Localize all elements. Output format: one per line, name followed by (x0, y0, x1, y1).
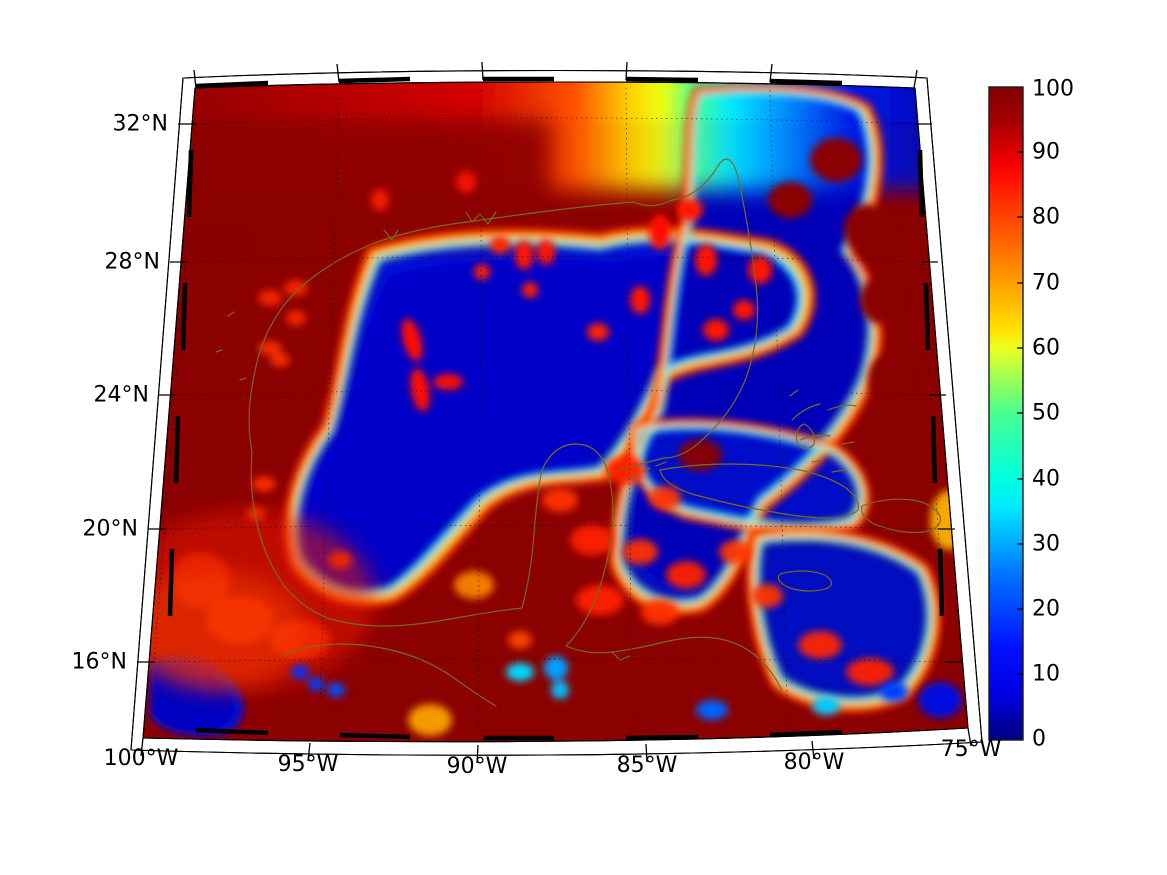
lon-tick-label-95w: 95°W (277, 752, 339, 777)
colorbar-label-10: 10 (1032, 661, 1060, 687)
colorbar-label-90: 90 (1032, 139, 1060, 165)
colorbar-label-0: 0 (1032, 726, 1046, 752)
colorbar-label-20: 20 (1032, 596, 1060, 622)
lon-tick-label-85w: 85°W (616, 753, 678, 778)
lat-tick-label-24n: 24°N (93, 382, 149, 408)
lon-tick-label-75w: 75°W (940, 737, 1002, 762)
colorbar-label-100: 100 (1032, 76, 1074, 102)
lat-tick-label-20n: 20°N (82, 516, 138, 542)
colorbar-label-50: 50 (1032, 400, 1060, 426)
map-frame (130, 61, 983, 764)
colorbar-label-80: 80 (1032, 204, 1060, 230)
graticule (153, 87, 947, 739)
colorbar-label-60: 60 (1032, 335, 1060, 361)
colorbar[interactable] (988, 86, 1024, 741)
lat-tick-label-28n: 28°N (104, 249, 160, 275)
coastline-overlay (215, 158, 941, 707)
colorbar-label-70: 70 (1032, 270, 1060, 296)
lon-tick-label-100w: 100°W (103, 746, 179, 771)
axis-ticks (137, 61, 972, 764)
lon-tick-label-80w: 80°W (783, 750, 845, 775)
colorbar-label-40: 40 (1032, 466, 1060, 492)
lat-tick-label-16n: 16°N (71, 649, 127, 675)
heatmap-field (143, 82, 968, 742)
lon-tick-label-90w: 90°W (446, 754, 508, 779)
lat-tick-label-32n: 32°N (112, 111, 168, 137)
colorbar-ticks (1017, 151, 1023, 675)
colorbar-label-30: 30 (1032, 531, 1060, 557)
